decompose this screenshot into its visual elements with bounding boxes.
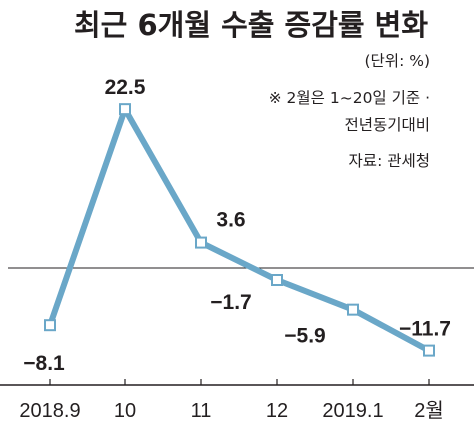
data-labels: −8.1 22.5 3.6 −1.7 −5.9 −11.7 (23, 76, 451, 375)
series-export-growth (44, 103, 435, 357)
data-point (347, 303, 359, 316)
data-label: −5.9 (284, 325, 325, 348)
data-label: 22.5 (105, 76, 146, 99)
chart-title: 최근 6개월 수출 증감률 변화 (74, 8, 428, 42)
x-axis-ticks: 2018.9 10 11 12 2019.1 2월 (19, 379, 444, 422)
data-label: −11.7 (399, 318, 451, 341)
data-label: 3.6 (216, 209, 245, 232)
x-tick-label: 11 (191, 400, 212, 422)
footnote-line-2: 전년동기대비 (344, 116, 430, 134)
unit-note: (단위: %) (365, 52, 431, 70)
x-tick-label: 2018.9 (19, 400, 80, 422)
data-point (44, 319, 56, 332)
series-line (47, 106, 432, 354)
data-point (271, 274, 283, 287)
x-tick-label: 12 (266, 400, 288, 422)
data-point (423, 344, 435, 357)
data-label: −8.1 (23, 352, 65, 375)
footnote-line-1: ※ 2월은 1~20일 기준 · (269, 89, 430, 107)
data-point (195, 236, 207, 249)
data-point (119, 103, 131, 116)
source-note: 자료: 관세청 (349, 152, 430, 170)
x-tick-label: 2019.1 (322, 400, 383, 422)
x-tick-label: 2월 (414, 399, 444, 422)
data-label: −1.7 (210, 291, 251, 314)
x-tick-label: 10 (114, 400, 136, 422)
